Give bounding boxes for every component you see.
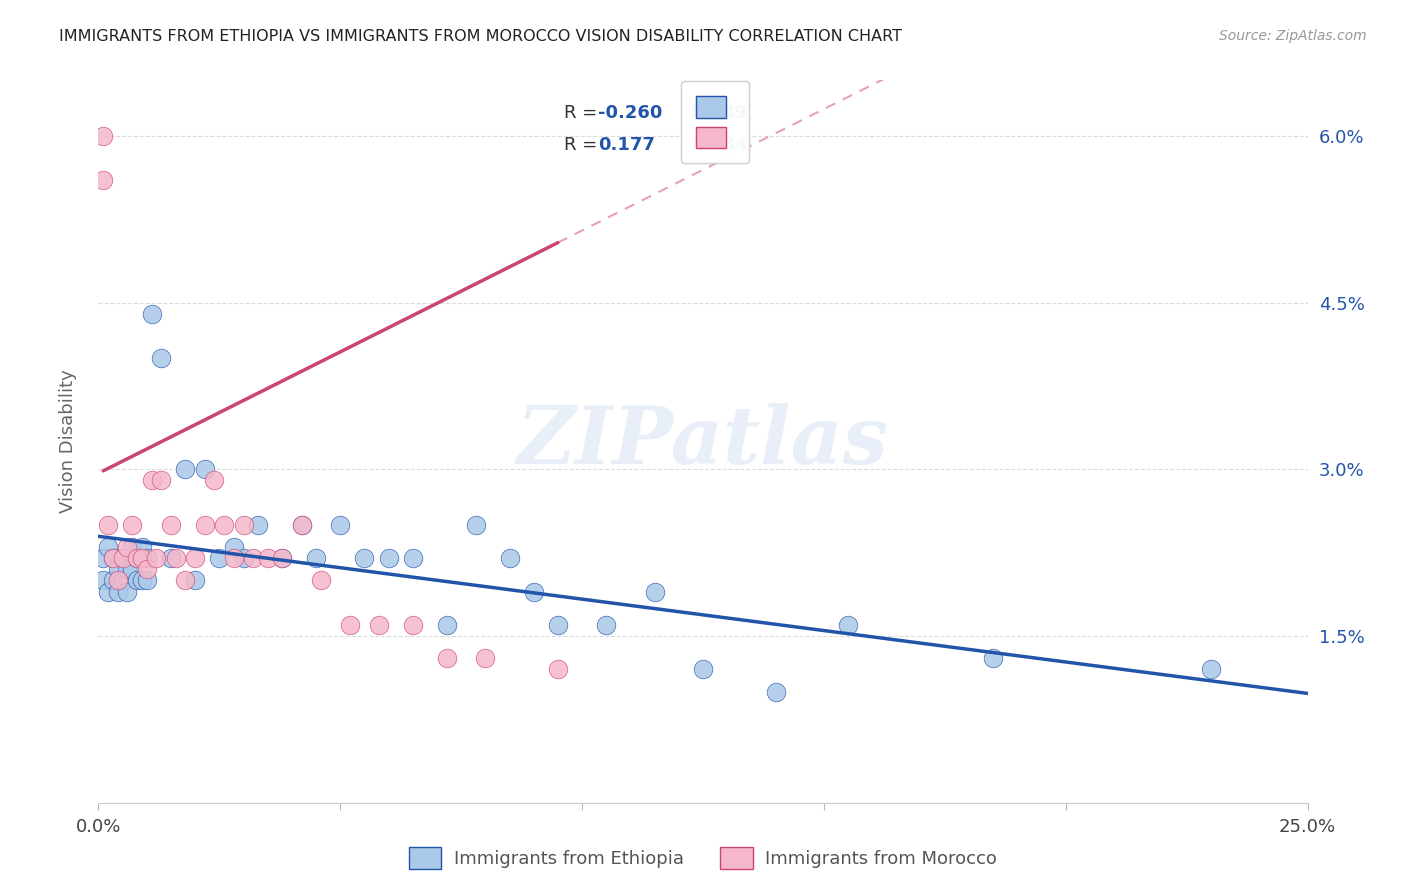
Point bbox=[101, 574, 124, 588]
Text: N =: N = bbox=[690, 136, 731, 154]
Text: N =: N = bbox=[690, 103, 731, 122]
Point bbox=[436, 651, 458, 665]
Point bbox=[436, 618, 458, 632]
Point bbox=[141, 474, 163, 488]
Point bbox=[194, 517, 217, 532]
Legend: , : , bbox=[681, 81, 749, 163]
Text: 49: 49 bbox=[723, 103, 748, 122]
Point bbox=[353, 551, 375, 566]
Text: IMMIGRANTS FROM ETHIOPIA VS IMMIGRANTS FROM MOROCCO VISION DISABILITY CORRELATIO: IMMIGRANTS FROM ETHIOPIA VS IMMIGRANTS F… bbox=[59, 29, 903, 44]
Text: -0.260: -0.260 bbox=[598, 103, 662, 122]
Point bbox=[91, 551, 114, 566]
Point bbox=[692, 662, 714, 676]
Point bbox=[212, 517, 235, 532]
Point bbox=[271, 551, 294, 566]
Point bbox=[247, 517, 270, 532]
Point bbox=[981, 651, 1004, 665]
Point bbox=[145, 551, 167, 566]
Text: 34: 34 bbox=[723, 136, 748, 154]
Point bbox=[107, 574, 129, 588]
Point bbox=[222, 551, 245, 566]
Point bbox=[232, 551, 254, 566]
Point bbox=[150, 474, 173, 488]
Point bbox=[208, 551, 231, 566]
Point bbox=[121, 540, 143, 554]
Point bbox=[117, 540, 139, 554]
Point bbox=[765, 684, 787, 698]
Point bbox=[464, 517, 486, 532]
Point bbox=[131, 551, 153, 566]
Point bbox=[184, 551, 207, 566]
Point bbox=[547, 618, 569, 632]
Point bbox=[111, 551, 134, 566]
Point bbox=[368, 618, 391, 632]
Point bbox=[141, 307, 163, 321]
Point bbox=[339, 618, 361, 632]
Point bbox=[91, 173, 114, 187]
Point bbox=[160, 517, 183, 532]
Point bbox=[135, 551, 157, 566]
Point bbox=[271, 551, 294, 566]
Point bbox=[837, 618, 859, 632]
Point bbox=[121, 517, 143, 532]
Point bbox=[91, 574, 114, 588]
Point bbox=[329, 517, 352, 532]
Point bbox=[97, 584, 120, 599]
Point bbox=[242, 551, 264, 566]
Point bbox=[127, 551, 149, 566]
Point bbox=[165, 551, 187, 566]
Point bbox=[97, 517, 120, 532]
Point bbox=[107, 562, 129, 576]
Point bbox=[174, 462, 197, 476]
Point bbox=[111, 574, 134, 588]
Text: R =: R = bbox=[564, 103, 603, 122]
Point bbox=[498, 551, 520, 566]
Point bbox=[474, 651, 496, 665]
Point bbox=[117, 584, 139, 599]
Legend: Immigrants from Ethiopia, Immigrants from Morocco: Immigrants from Ethiopia, Immigrants fro… bbox=[402, 839, 1004, 876]
Point bbox=[290, 517, 312, 532]
Point bbox=[91, 128, 114, 143]
Point bbox=[101, 551, 124, 566]
Point bbox=[523, 584, 546, 599]
Point bbox=[595, 618, 617, 632]
Point bbox=[204, 474, 226, 488]
Point bbox=[101, 551, 124, 566]
Point bbox=[107, 584, 129, 599]
Point bbox=[305, 551, 328, 566]
Text: ZIPatlas: ZIPatlas bbox=[517, 403, 889, 480]
Point bbox=[377, 551, 399, 566]
Point bbox=[127, 551, 149, 566]
Text: R =: R = bbox=[564, 136, 603, 154]
Point bbox=[402, 618, 425, 632]
Point bbox=[160, 551, 183, 566]
Point bbox=[117, 562, 139, 576]
Point bbox=[222, 540, 245, 554]
Point bbox=[174, 574, 197, 588]
Point bbox=[135, 562, 157, 576]
Point bbox=[232, 517, 254, 532]
Point bbox=[290, 517, 312, 532]
Text: Source: ZipAtlas.com: Source: ZipAtlas.com bbox=[1219, 29, 1367, 43]
Point bbox=[150, 351, 173, 366]
Point bbox=[97, 540, 120, 554]
Point bbox=[547, 662, 569, 676]
Point bbox=[184, 574, 207, 588]
Point bbox=[309, 574, 332, 588]
Point bbox=[256, 551, 278, 566]
Point bbox=[111, 551, 134, 566]
Point bbox=[194, 462, 217, 476]
Y-axis label: Vision Disability: Vision Disability bbox=[59, 369, 77, 514]
Point bbox=[121, 562, 143, 576]
Point bbox=[127, 574, 149, 588]
Point bbox=[131, 540, 153, 554]
Point bbox=[131, 574, 153, 588]
Point bbox=[644, 584, 666, 599]
Text: 0.177: 0.177 bbox=[598, 136, 655, 154]
Point bbox=[135, 574, 157, 588]
Point bbox=[1199, 662, 1222, 676]
Point bbox=[402, 551, 425, 566]
